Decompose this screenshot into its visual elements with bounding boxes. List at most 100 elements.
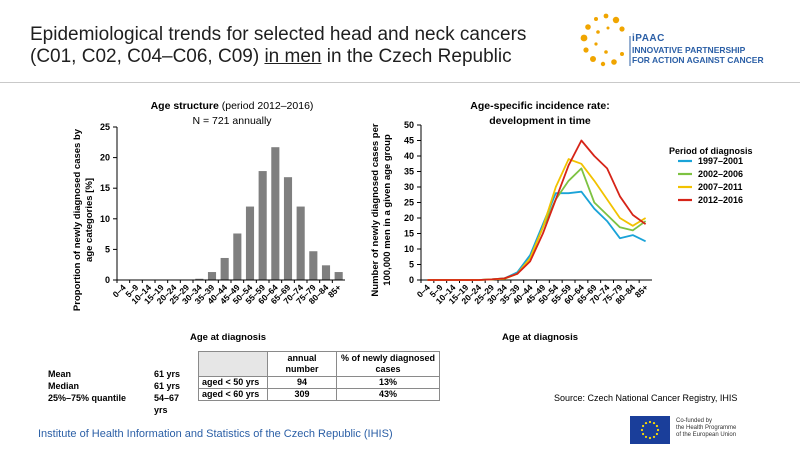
iqr-value: 54–67 yrs [154, 393, 180, 415]
eu-star-icon [652, 435, 656, 439]
table-cell-pct: 43% [336, 388, 440, 401]
table-row: aged < 60 yrs 309 43% [198, 388, 440, 401]
eu-star-icon [644, 421, 648, 425]
table-cell-count: 309 [267, 388, 337, 401]
mean-label: Mean [48, 369, 72, 379]
bar [283, 177, 293, 280]
bar [258, 171, 267, 280]
bar-y-tick-label: 10 [100, 214, 110, 224]
title-line-2b: in the Czech Republic [321, 46, 512, 67]
bar-chart-title-bold: Age structure [151, 100, 219, 112]
eu-star-icon [656, 428, 660, 432]
legend-label: 2007–2011 [698, 182, 743, 192]
table-header-count: annual number [267, 351, 337, 377]
median-value: 61 yrs [154, 381, 181, 391]
bar [195, 278, 204, 280]
eu-star-icon [644, 435, 648, 439]
eu-star-icon [655, 432, 659, 436]
line-y-tick-label: 50 [404, 120, 414, 130]
bar-chart-xlabel: Age at diagnosis [190, 332, 266, 343]
legend-title: Period of diagnosis [669, 146, 753, 156]
summary-stats: Mean 61 yrs Median 61 yrs 25%–75% quantile… [48, 368, 194, 415]
line-chart-title-2: development in time [489, 115, 591, 127]
source-note: Source: Czech National Cancer Registry, … [554, 393, 738, 403]
bar-y-tick-label: 5 [105, 244, 110, 254]
bar [271, 147, 280, 280]
line-chart-xlabel: Age at diagnosis [502, 332, 578, 343]
iqr-label: 25%–75% quantile [48, 393, 127, 403]
eu-star-icon [641, 424, 645, 428]
line-chart-title-1: Age-specific incidence rate: [470, 100, 609, 112]
logo-text: iPAAC INNOVATIVE PARTNERSHIP FOR ACTION … [632, 33, 764, 66]
table-cell-count: 94 [267, 376, 337, 389]
legend-label: 1997–2001 [698, 156, 743, 166]
bar [207, 272, 217, 280]
table-row-label: aged < 50 yrs [198, 376, 268, 389]
line-chart-ylabel-1: Number of newly diagnosed cases per [370, 123, 381, 296]
bar-chart-title: Age structure (period 2012–2016) [151, 100, 314, 112]
bar [296, 206, 305, 280]
legend-label: 2012–2016 [698, 195, 743, 205]
bar-y-tick-label: 15 [100, 183, 110, 193]
eu-star-icon [655, 424, 659, 428]
table-cell-pct: 13% [336, 376, 440, 389]
bar [309, 251, 318, 280]
table-row-label: aged < 60 yrs [198, 388, 268, 401]
eu-line-2: the Health Programme [676, 425, 737, 431]
line-y-tick-label: 20 [404, 213, 414, 223]
line-y-tick-label: 30 [404, 182, 414, 192]
eu-line-3: of the European Union [676, 432, 737, 438]
line-y-tick-label: 15 [404, 229, 414, 239]
bar [245, 206, 255, 280]
eu-star-icon [648, 436, 652, 440]
eu-star-icon [648, 420, 652, 424]
bar [321, 265, 331, 280]
bar [334, 272, 343, 280]
legend-label: 2002–2006 [698, 169, 743, 179]
page-title: Epidemiological trends for selected head… [30, 24, 590, 68]
line-y-tick-label: 10 [404, 244, 414, 254]
table-corner [198, 351, 268, 377]
series-line [427, 167, 647, 281]
line-y-tick-label: 5 [409, 260, 414, 270]
line-y-tick-label: 35 [404, 167, 414, 177]
title-line-2a: (C01, C02, C04–C06, C09) [30, 46, 265, 67]
title-emphasis: in men [264, 46, 322, 67]
legend: 1997–2001 2002–2006 2007–2011 2012–2016 [678, 156, 743, 205]
series-line [427, 190, 646, 281]
footer-institute: Institute of Health Information and Stat… [38, 428, 393, 440]
logo-brand: iPAAC [632, 33, 665, 44]
bar-chart-subtitle: N = 721 annually [192, 115, 272, 127]
eu-star-icon [640, 428, 644, 432]
median-label: Median [48, 381, 80, 391]
eu-cofunding-text: Co-funded by the Health Programme of the… [676, 418, 736, 439]
eu-star-icon [641, 432, 645, 436]
eu-flag-icon [630, 416, 670, 444]
bar [220, 257, 229, 280]
bar-y-tick-label: 20 [100, 153, 110, 163]
ipaac-logo-icon [580, 13, 631, 67]
bar-chart-ylabel-1: Proportion of newly diagnosed cases by [72, 128, 83, 311]
header-divider [0, 82, 800, 83]
series-line [427, 139, 647, 281]
bar-y-tick-label: 0 [105, 275, 110, 285]
line-y-tick-label: 40 [404, 151, 414, 161]
title-line-2: (C01, C02, C04–C06, C09) in men in the C… [30, 46, 590, 68]
mean-value: 61 yrs [154, 369, 181, 379]
line-chart-ylabel-2: 100,000 men in a given age group [382, 134, 393, 286]
eu-line-1: Co-funded by [676, 418, 713, 424]
table-header-pct: % of newly diagnosed cases [336, 351, 440, 377]
line-y-tick-label: 0 [409, 275, 414, 285]
bar [233, 233, 242, 280]
title-line-1: Epidemiological trends for selected head… [30, 24, 527, 45]
bar-chart-title-rest: (period 2012–2016) [219, 100, 314, 112]
line-y-tick-label: 45 [404, 136, 414, 146]
logo-line-2: INNOVATIVE PARTNERSHIP [632, 44, 746, 55]
line-y-tick-label: 25 [404, 198, 414, 208]
age-summary-table: annual number % of newly diagnosed cases… [198, 351, 440, 401]
bar-chart-ylabel-2: age categories [%] [84, 178, 95, 262]
logo-line-3: FOR ACTION AGAINST CANCER [632, 55, 764, 65]
bar-y-tick-label: 25 [100, 122, 110, 132]
